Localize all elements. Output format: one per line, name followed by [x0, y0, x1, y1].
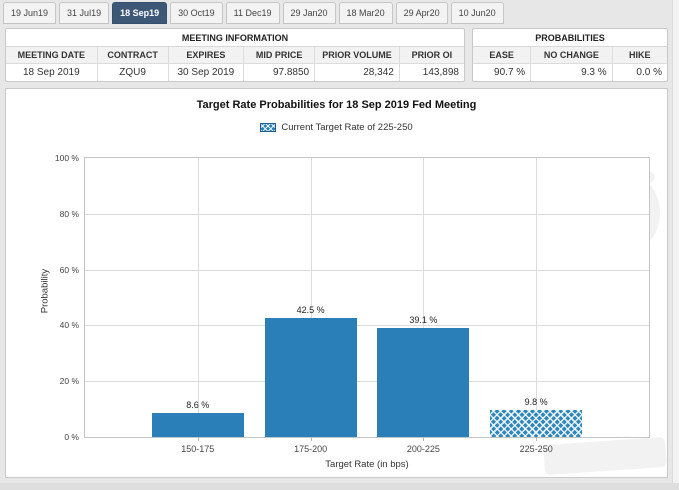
- chart-legend[interactable]: Current Target Rate of 225-250: [6, 122, 667, 133]
- vgridline-3: [423, 158, 425, 437]
- probabilities-value-row: 90.7 % 9.3 % 0.0 %: [473, 64, 667, 81]
- tab-10jun20[interactable]: 10 Jun20: [450, 2, 504, 24]
- ytick-80: 80 %: [59, 208, 79, 219]
- bar-slot: 9.8 % 225-250: [490, 158, 583, 454]
- meeting-information-title: MEETING INFORMATION: [6, 29, 464, 47]
- x-tickmark: [197, 437, 199, 441]
- ytick-20: 20 %: [59, 376, 79, 387]
- value-no-change: 9.3 %: [531, 64, 613, 81]
- xtick-175-200: 175-200: [294, 444, 328, 454]
- x-tickmark: [423, 437, 425, 441]
- info-panels: MEETING INFORMATION MEETING DATE CONTRAC…: [5, 28, 668, 82]
- value-meeting-date: 18 Sep 2019: [6, 64, 98, 81]
- probabilities-table: PROBABILITIES EASE NO CHANGE HIKE 90.7 %…: [472, 28, 668, 82]
- x-axis-title: Target Rate (in bps): [325, 459, 409, 470]
- value-contract: ZQU9: [98, 64, 169, 81]
- ytick-100: 100 %: [54, 153, 79, 163]
- col-prior-volume: PRIOR VOLUME: [315, 47, 400, 64]
- probabilities-title: PROBABILITIES: [473, 29, 667, 47]
- value-mid-price: 97.8850: [244, 64, 316, 81]
- bar-225-250-current-target[interactable]: [490, 409, 583, 437]
- value-prior-oi: 143,898: [422, 67, 459, 78]
- xtick-150-175: 150-175: [181, 444, 215, 454]
- tab-18mar20[interactable]: 18 Mar20: [338, 2, 393, 24]
- bottom-edge-strip: [0, 483, 679, 490]
- col-ease: EASE: [473, 47, 532, 64]
- col-meeting-date: MEETING DATE: [6, 47, 98, 64]
- bar-value-label: 9.8 %: [524, 396, 548, 407]
- col-contract: CONTRACT: [97, 47, 169, 64]
- bar-value-label: 42.5 %: [296, 305, 325, 316]
- x-tickmark: [536, 437, 538, 441]
- xtick-225-250: 225-250: [519, 444, 553, 454]
- ytick-0: 0 %: [64, 432, 79, 442]
- tab-19jun19[interactable]: 19 Jun19: [3, 2, 57, 24]
- gridline-40: [85, 325, 649, 327]
- bar-value-label: 39.1 %: [409, 314, 438, 325]
- meeting-information-value-row: 18 Sep 2019 ZQU9 30 Sep 2019 97.8850 28,…: [6, 64, 464, 81]
- meeting-information-header-row: MEETING DATE CONTRACT EXPIRES MID PRICE …: [6, 47, 464, 64]
- bar-slot: 39.1 % 200-225: [377, 158, 470, 454]
- xtick-200-225: 200-225: [406, 444, 440, 454]
- x-tickmark: [310, 437, 312, 441]
- vgridline-2: [310, 158, 312, 437]
- value-prior-volume: 28,342: [315, 64, 400, 81]
- chart-title: Target Rate Probabilities for 18 Sep 201…: [196, 99, 477, 111]
- gridline-60: [85, 269, 649, 271]
- bar-150-175[interactable]: [151, 413, 244, 437]
- bar-value-label: 8.6 %: [186, 400, 210, 411]
- crosshatch-legend-swatch-icon: [260, 123, 277, 132]
- bar-slot: 42.5 % 175-200: [264, 158, 357, 454]
- vgridline-1: [197, 158, 199, 437]
- value-expires: 30 Sep 2019: [169, 64, 245, 81]
- tab-11dec19[interactable]: 11 Dec19: [225, 2, 280, 24]
- fed-meeting-chart-panel: Target Rate Probabilities for 18 Sep 201…: [5, 88, 668, 478]
- gridline-20: [85, 381, 649, 383]
- col-expires: EXPIRES: [168, 47, 245, 64]
- vgridline-4: [536, 158, 538, 437]
- ytick-60: 60 %: [59, 264, 79, 275]
- tab-30oct19[interactable]: 30 Oct19: [170, 2, 223, 24]
- probabilities-header-row: EASE NO CHANGE HIKE: [473, 47, 667, 64]
- ytick-40: 40 %: [59, 320, 79, 331]
- col-prior-oi: PRIOR OI: [399, 47, 464, 64]
- bar-slot: 8.6 % 150-175: [151, 158, 244, 454]
- legend-label: Current Target Rate of 225-250: [281, 122, 413, 133]
- plot-area: 100 % 80 % 60 % 40 % 20 % 0 % Probabilit…: [40, 153, 650, 470]
- col-mid-price: MID PRICE: [244, 47, 316, 64]
- meeting-date-tabs: 19 Jun19 31 Jul19 18 Sep19 30 Oct19 11 D…: [3, 2, 504, 24]
- vertical-scrollbar[interactable]: [672, 0, 679, 490]
- value-hike: 0.0 %: [636, 67, 662, 78]
- gridline-80: [85, 213, 649, 215]
- meeting-information-table: MEETING INFORMATION MEETING DATE CONTRAC…: [5, 28, 465, 82]
- bar-200-225[interactable]: [377, 327, 470, 437]
- tab-31jul19[interactable]: 31 Jul19: [59, 2, 110, 24]
- tab-29jan20[interactable]: 29 Jan20: [282, 2, 336, 24]
- col-hike: HIKE: [612, 47, 667, 64]
- tab-18sep19-active[interactable]: 18 Sep19: [112, 2, 168, 24]
- value-ease: 90.7 %: [473, 64, 532, 81]
- col-no-change: NO CHANGE: [531, 47, 613, 64]
- y-axis-title: Probability: [39, 268, 51, 313]
- bar-175-200[interactable]: [264, 318, 357, 437]
- tab-29apr20[interactable]: 29 Apr20: [395, 2, 448, 24]
